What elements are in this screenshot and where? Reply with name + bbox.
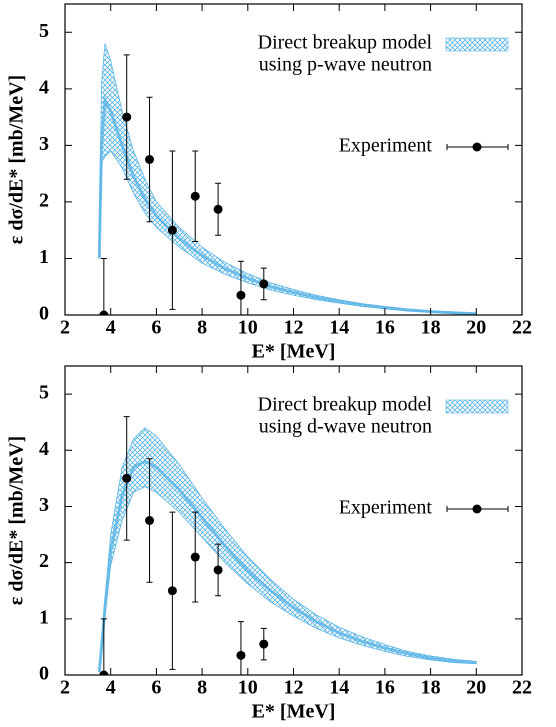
error-bar: [100, 257, 107, 315]
x-tick-label: 14: [329, 677, 349, 699]
data-point: [236, 650, 246, 660]
legend-symbol: [472, 504, 482, 514]
x-tick-label: 22: [512, 317, 532, 339]
x-tick-label: 12: [284, 317, 304, 339]
y-tick-label: 5: [39, 20, 49, 42]
legend-swatch: [445, 399, 509, 414]
experiment: [99, 54, 269, 315]
x-tick-label: 4: [106, 317, 116, 339]
data-point: [236, 290, 246, 300]
data-point: [167, 586, 177, 596]
y-tick-label: 1: [39, 606, 49, 628]
data-point: [145, 516, 155, 525]
y-tick-label: 4: [39, 76, 49, 98]
y-tick-label: 3: [39, 494, 49, 516]
data-point: [122, 112, 132, 122]
y-tick-label: 2: [39, 550, 49, 572]
y-tick-label: 3: [39, 133, 49, 155]
data-point: [213, 565, 223, 575]
x-tick-label: 18: [421, 677, 441, 699]
x-axis-label: E* [MeV]: [252, 341, 336, 363]
legend-swatch: [445, 37, 509, 52]
x-tick-label: 22: [512, 677, 532, 699]
y-tick-label: 1: [39, 246, 49, 268]
x-tick-label: 14: [329, 317, 349, 339]
data-point: [122, 473, 132, 483]
data-point: [99, 670, 109, 675]
legend-symbol: [472, 142, 482, 152]
x-tick-label: 20: [466, 317, 486, 339]
data-point: [259, 639, 269, 649]
x-tick-label: 4: [106, 677, 116, 699]
data-point: [99, 310, 109, 315]
data-point: [190, 191, 200, 201]
x-tick-label: 18: [421, 317, 441, 339]
y-axis-label: ε dσ/dE* [mb/MeV]: [6, 75, 28, 244]
x-tick-label: 20: [466, 677, 486, 699]
x-tick-label: 2: [60, 317, 70, 339]
x-tick-label: 16: [375, 317, 395, 339]
y-tick-label: 2: [39, 190, 49, 212]
x-tick-label: 10: [238, 677, 258, 699]
x-tick-label: 10: [238, 317, 258, 339]
model-band: [98, 427, 477, 673]
x-tick-label: 8: [197, 317, 207, 339]
data-point: [167, 225, 177, 235]
x-tick-label: 6: [151, 317, 161, 339]
x-tick-label: 12: [284, 677, 304, 699]
x-axis-label: E* [MeV]: [252, 701, 336, 723]
legend-label: Experiment: [339, 135, 433, 157]
error-bar: [100, 618, 107, 675]
model-band: [98, 43, 477, 315]
y-axis-label: ε dσ/dE* [mb/MeV]: [6, 436, 28, 605]
legend-label: Direct breakup model: [258, 394, 433, 416]
y-tick-label: 5: [39, 382, 49, 404]
experiment: [99, 416, 269, 675]
data-point: [145, 155, 155, 164]
x-tick-label: 6: [151, 677, 161, 699]
x-tick-label: 2: [60, 677, 70, 699]
legend-label: using p-wave neutron: [259, 54, 432, 76]
model-line: [97, 459, 477, 673]
x-tick-label: 16: [375, 677, 395, 699]
legend-label: Direct breakup model: [258, 32, 433, 54]
data-point: [259, 279, 269, 289]
y-tick-label: 0: [39, 303, 49, 325]
legend-label: Experiment: [339, 497, 433, 519]
data-point: [190, 552, 200, 562]
x-tick-label: 8: [197, 677, 207, 699]
y-tick-label: 0: [39, 663, 49, 685]
legend-label: using d-wave neutron: [259, 416, 432, 438]
model-line: [97, 94, 477, 316]
y-tick-label: 4: [39, 438, 49, 460]
data-point: [213, 204, 223, 214]
